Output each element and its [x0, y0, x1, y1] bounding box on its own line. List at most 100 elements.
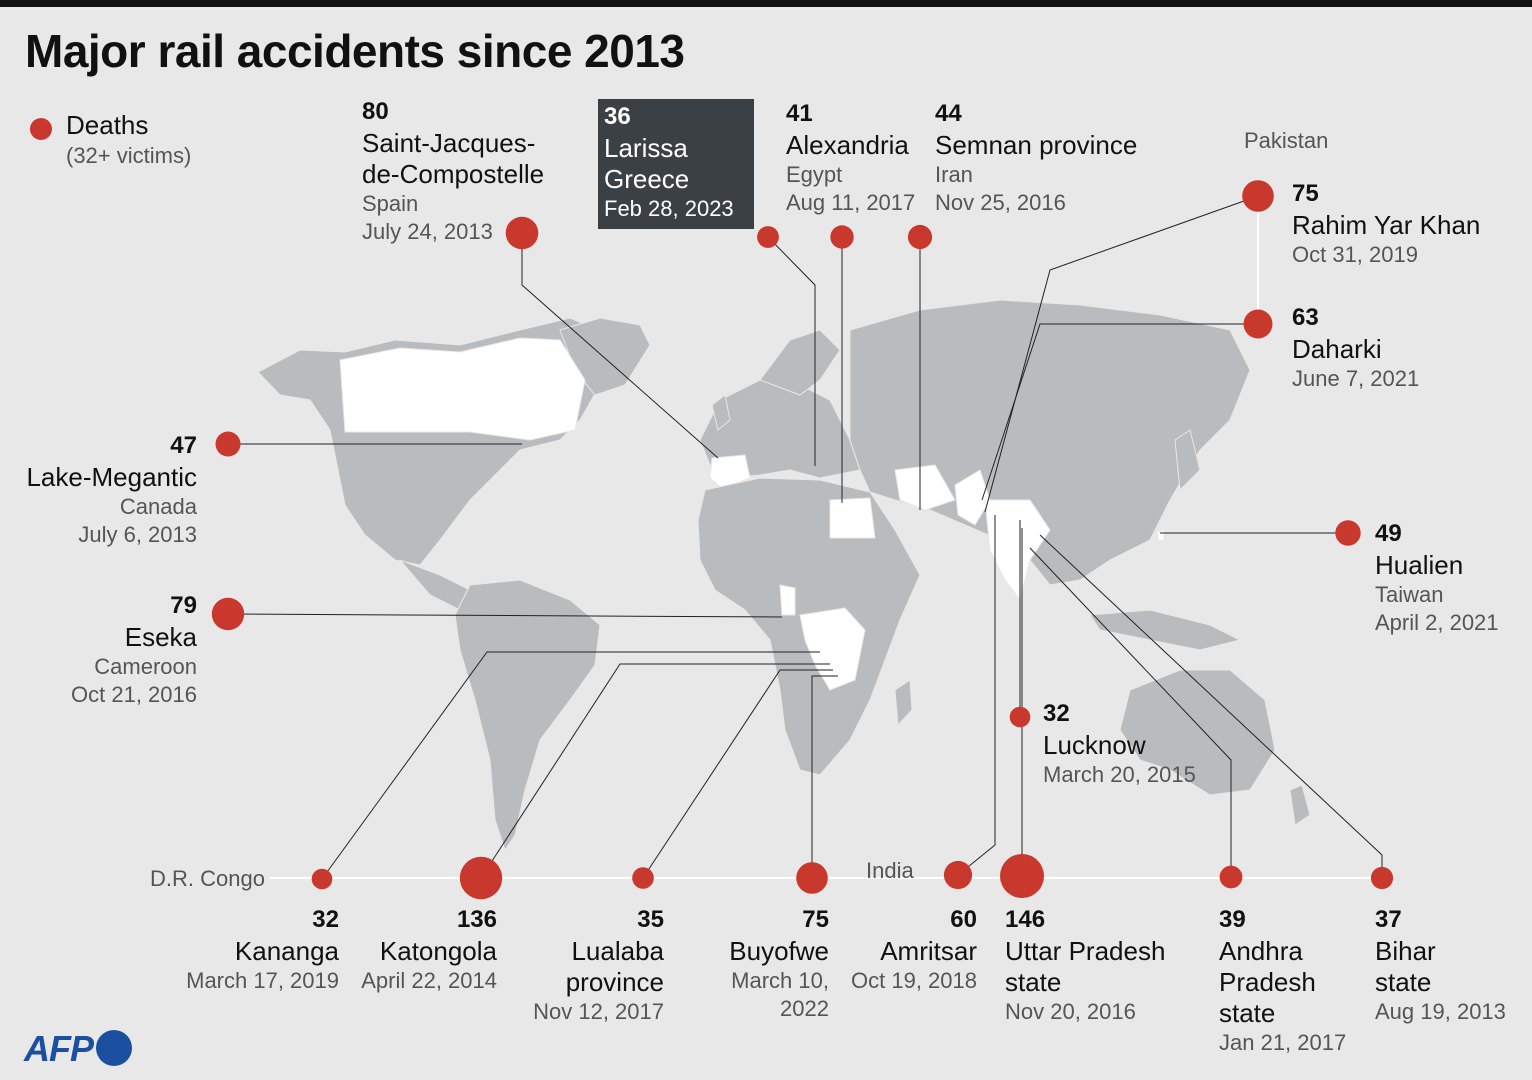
leader-line [984, 195, 1259, 513]
group-label-pakistan: Pakistan [1244, 128, 1329, 153]
accident-dot [211, 597, 245, 631]
date: Oct 21, 2016 [71, 682, 197, 707]
leader-line [642, 669, 833, 879]
date: Oct 19, 2018 [851, 968, 977, 993]
leader-line [957, 515, 996, 876]
accident-dot [757, 226, 779, 248]
city-name: Andhra Pradesh state [1219, 936, 1316, 1028]
city-name: Eseka [124, 622, 197, 652]
country-name: Egypt [786, 162, 843, 187]
label-larissa: 36 Larissa Greece Feb 28, 2023 [598, 99, 754, 229]
scandinavia-land [759, 329, 841, 396]
deaths-value: 35 [637, 906, 664, 933]
country-name: Taiwan [1375, 582, 1444, 607]
legend-label: Deaths [66, 110, 149, 140]
australia-land [1119, 669, 1276, 796]
legend-dot [30, 118, 52, 140]
accident-dot [505, 216, 539, 250]
pakistan-highlight [954, 469, 991, 526]
date: Jan 21, 2017 [1219, 1030, 1347, 1055]
label-bihar: 37 Bihar state Aug 19, 2013 [1375, 908, 1506, 1026]
deaths-value: 79 [170, 592, 197, 619]
label-rahim-yar-khan: 75 Rahim Yar Khan Oct 31, 2019 [1292, 182, 1480, 269]
deaths-value: 75 [802, 906, 829, 933]
leader-line [767, 236, 816, 466]
deaths-value: 32 [312, 906, 339, 933]
date: Feb 28, 2023 [604, 196, 734, 221]
deaths-value: 63 [1292, 304, 1319, 331]
country-name: Greece [604, 164, 690, 194]
accident-dot [632, 867, 654, 889]
label-hualien: 49 Hualien Taiwan April 2, 2021 [1375, 522, 1499, 637]
leader-lines [227, 195, 1383, 880]
date: July 6, 2013 [78, 522, 197, 547]
map-title: Major rail accidents since 2013 [25, 25, 685, 77]
deaths-value: 37 [1375, 906, 1402, 933]
drcongo-highlight [799, 607, 866, 691]
label-uttar-pradesh: 146 Uttar Pradesh state Nov 20, 2016 [1005, 908, 1165, 1026]
label-buyofwe: 75 Buyofwe March 10, 2022 [729, 908, 829, 1023]
city-name: Larissa [604, 133, 688, 163]
deaths-value: 80 [362, 98, 389, 125]
accident-dot [1370, 866, 1394, 890]
accident-dot [1335, 520, 1361, 546]
city-name: Saint-Jacques- de-Compostelle [362, 128, 545, 189]
city-name: Lake-Megantic [26, 462, 197, 492]
canada-highlight [339, 337, 586, 441]
date: March 20, 2015 [1043, 762, 1196, 787]
city-name: Bihar state [1375, 936, 1436, 997]
madagascar-land [894, 679, 913, 727]
city-name: Hualien [1375, 550, 1464, 580]
city-name: Lualaba province [565, 936, 664, 997]
leader-line [321, 651, 820, 880]
accident-dot [215, 431, 241, 457]
new-zealand-land [1289, 784, 1311, 826]
deaths-value: 36 [604, 103, 631, 130]
deaths-value: 49 [1375, 520, 1402, 547]
accident-dot [1219, 865, 1243, 889]
date: March 17, 2019 [186, 968, 339, 993]
leader-line [1029, 547, 1232, 877]
accident-dot [1009, 706, 1031, 728]
label-lake-megantic: 47 Lake-Megantic Canada July 6, 2013 [26, 434, 197, 549]
city-name: Alexandria [786, 130, 909, 160]
deaths-value: 60 [950, 906, 977, 933]
date: June 7, 2021 [1292, 366, 1420, 391]
taiwan-highlight [1157, 529, 1165, 542]
asia-land [849, 299, 1251, 586]
label-katongola: 136 Katongola April 22, 2014 [361, 908, 497, 995]
date: March 10, 2022 [731, 968, 829, 1021]
label-lucknow: 32 Lucknow March 20, 2015 [1043, 702, 1196, 789]
deaths-value: 32 [1043, 700, 1070, 727]
accident-dot [311, 868, 333, 890]
deaths-value: 136 [456, 906, 497, 933]
label-saint-jacques: 80 Saint-Jacques- de-Compostelle Spain J… [362, 100, 544, 246]
iran-highlight [894, 464, 956, 511]
date: Nov 25, 2016 [935, 190, 1066, 215]
label-semnan: 44 Semnan province Iran Nov 25, 2016 [935, 102, 1137, 217]
group-label-drcongo: D.R. Congo [150, 866, 265, 891]
country-name: Canada [119, 494, 197, 519]
egypt-highlight [829, 497, 876, 539]
legend-sublabel: (32+ victims) [66, 143, 192, 168]
date: April 22, 2014 [361, 968, 497, 993]
leader-line [811, 675, 838, 878]
accident-dot [1000, 854, 1044, 898]
deaths-value: 39 [1219, 906, 1246, 933]
date: July 24, 2013 [362, 219, 493, 244]
accident-dot [796, 862, 828, 894]
country-name: Iran [935, 162, 973, 187]
leader-line [227, 613, 783, 618]
deaths-value: 47 [170, 432, 197, 459]
label-kananga: 32 Kananga March 17, 2019 [186, 908, 339, 995]
date: April 2, 2021 [1375, 610, 1499, 635]
accident-dot [907, 224, 933, 250]
top-rule [0, 0, 1532, 7]
leader-line [521, 233, 719, 459]
label-alexandria: 41 Alexandria Egypt Aug 11, 2017 [786, 102, 915, 217]
uk-land [711, 394, 731, 431]
date: Nov 20, 2016 [1005, 999, 1136, 1024]
city-name: Daharki [1292, 334, 1382, 364]
label-daharki: 63 Daharki June 7, 2021 [1292, 306, 1419, 393]
